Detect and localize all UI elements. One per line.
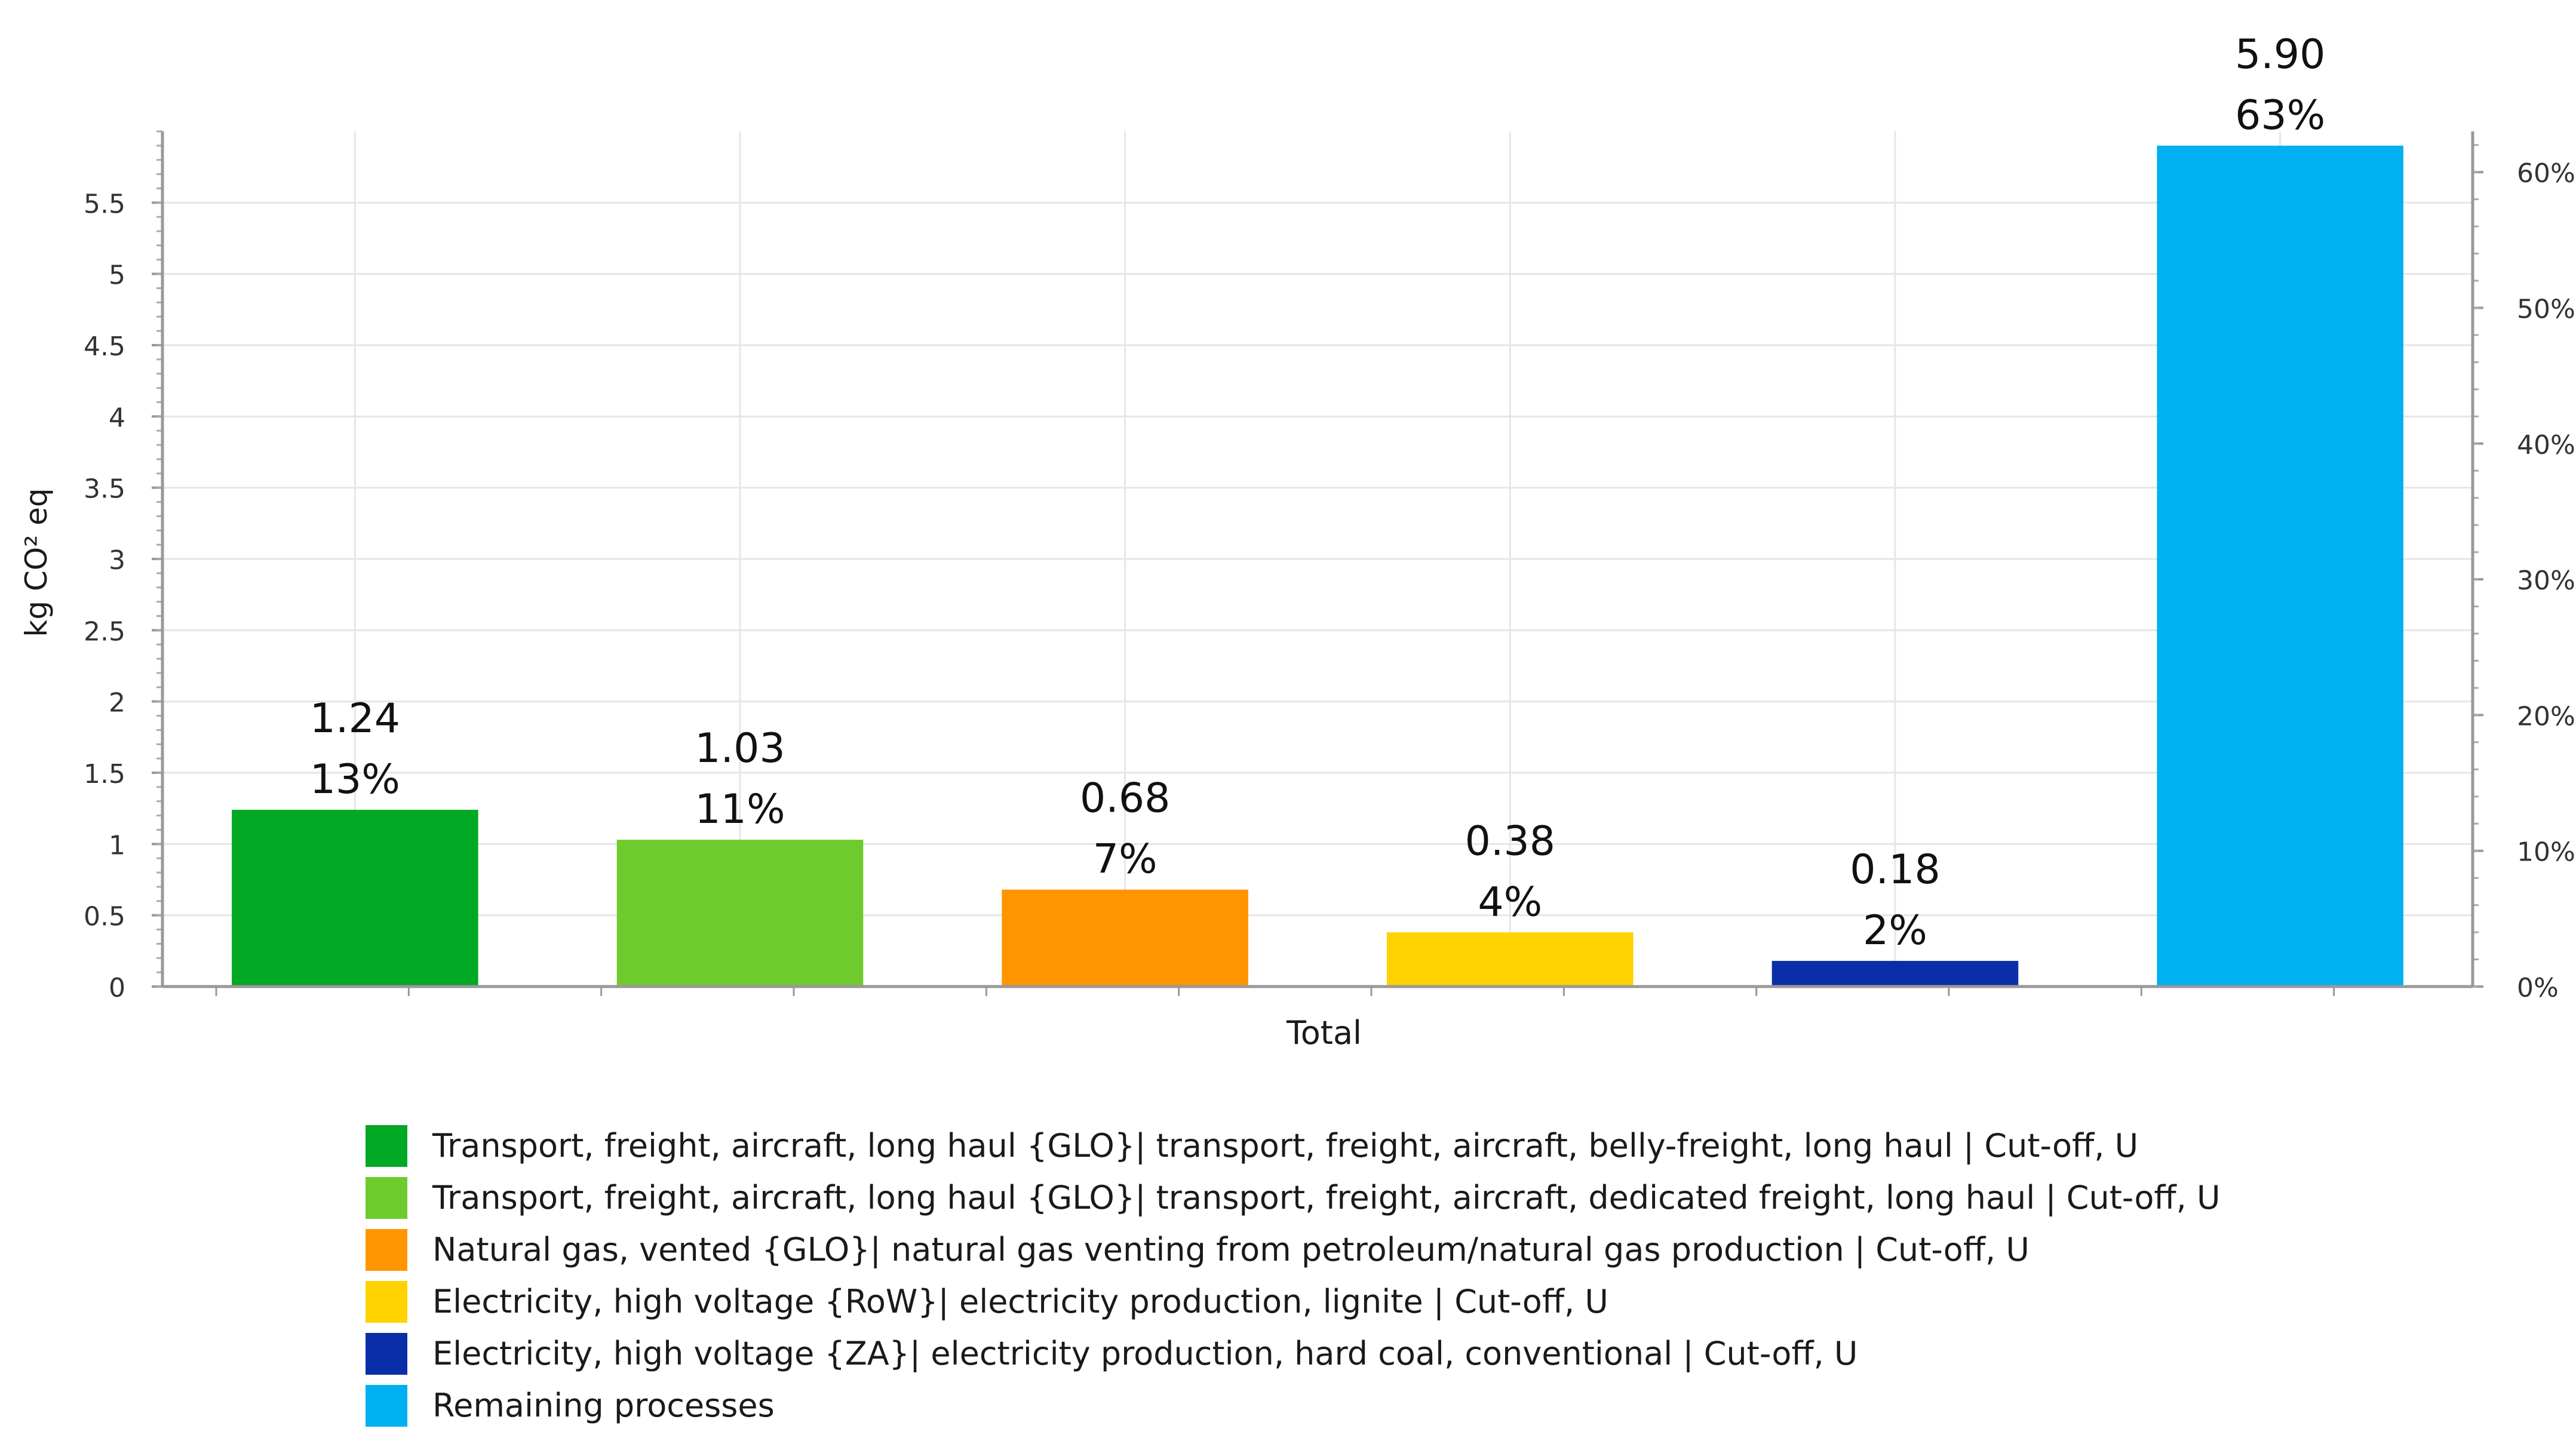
legend-item: Electricity, high voltage {RoW}| electri… xyxy=(366,1276,2221,1328)
bar-percent-label: 4% xyxy=(1478,878,1542,926)
bar xyxy=(1771,961,2019,987)
bar-percent-label: 2% xyxy=(1863,907,1927,954)
bar-percent-label: 11% xyxy=(695,786,785,833)
y2-tick-label: 60% xyxy=(2517,158,2575,189)
y-tick-label: 0 xyxy=(109,973,125,1003)
y-tick-label: 2 xyxy=(109,688,125,718)
bar-value-label: 1.24 xyxy=(310,695,400,742)
bar xyxy=(1387,932,1634,987)
grid xyxy=(162,131,2473,988)
legend-label: Transport, freight, aircraft, long haul … xyxy=(432,1127,2139,1165)
y-tick-label: 4.5 xyxy=(84,331,125,362)
bar-value-label: 1.03 xyxy=(695,725,785,772)
legend-swatch xyxy=(366,1228,407,1271)
legend-item: Electricity, high voltage {ZA}| electric… xyxy=(366,1328,2221,1380)
legend-label: Remaining processes xyxy=(432,1387,775,1424)
legend-swatch xyxy=(366,1280,407,1323)
bar-chart: 0 0.5 1 1.5 2 2.5 3 3.5 4 4.5 5 5.5 0% 10% 20% 30% 40% 50… xyxy=(19,31,2575,1052)
legend-swatch xyxy=(366,1176,407,1219)
legend-item: Remaining processes xyxy=(366,1380,2221,1431)
y-tick-label: 1.5 xyxy=(84,759,125,789)
y2-tick-label: 50% xyxy=(2517,294,2575,324)
bar-value-label: 5.90 xyxy=(2235,31,2325,78)
bars xyxy=(232,145,2403,987)
y-axis-title: kg CO² eq xyxy=(19,488,54,637)
y-tick-label: 5.5 xyxy=(84,189,125,219)
legend-label: Natural gas, vented {GLO}| natural gas v… xyxy=(432,1231,2030,1268)
legend-swatch xyxy=(366,1332,407,1375)
y2-tick-label: 20% xyxy=(2517,701,2575,732)
legend-item: Natural gas, vented {GLO}| natural gas v… xyxy=(366,1224,2221,1276)
bar xyxy=(1002,889,1248,987)
y2-tick-label: 30% xyxy=(2517,566,2575,596)
y-tick-label: 4 xyxy=(109,403,125,433)
bar-value-label: 0.18 xyxy=(1850,846,1940,893)
legend-item: Transport, freight, aircraft, long haul … xyxy=(366,1120,2221,1172)
x-axis-title: Total xyxy=(1286,1014,1362,1052)
y-tick-label: 5 xyxy=(109,260,125,291)
legend-label: Electricity, high voltage {ZA}| electric… xyxy=(432,1335,1858,1372)
y2-tick-label: 40% xyxy=(2517,430,2575,460)
y2-tick-label: 0% xyxy=(2517,973,2559,1003)
legend-label: Electricity, high voltage {RoW}| electri… xyxy=(432,1283,1608,1320)
legend-item: Transport, freight, aircraft, long haul … xyxy=(366,1172,2221,1224)
y-tick-label: 0.5 xyxy=(84,902,125,932)
legend: Transport, freight, aircraft, long haul … xyxy=(366,1120,2221,1431)
legend-swatch xyxy=(366,1384,407,1427)
axes: 0 0.5 1 1.5 2 2.5 3 3.5 4 4.5 5 5.5 0% 10% 20% 30% 40% 50… xyxy=(84,130,2575,1003)
bar xyxy=(616,840,864,987)
bar-percent-label: 13% xyxy=(310,756,400,803)
y-tick-label: 3.5 xyxy=(84,474,125,505)
bar xyxy=(232,810,478,987)
bar-percent-label: 7% xyxy=(1093,836,1157,883)
bar-value-label: 0.68 xyxy=(1080,775,1170,822)
legend-label: Transport, freight, aircraft, long haul … xyxy=(432,1179,2221,1216)
legend-swatch xyxy=(366,1125,407,1167)
bar-percent-label: 63% xyxy=(2235,92,2325,139)
y-tick-label: 1 xyxy=(109,830,125,861)
y2-tick-label: 10% xyxy=(2517,837,2575,868)
y-tick-label: 2.5 xyxy=(84,616,125,647)
data-labels: 1.24 13% 1.03 11% 0.68 7% 0.38 4% 0.18 2% 5.90 63% xyxy=(310,31,2326,954)
y-tick-label: 3 xyxy=(109,545,125,576)
bar-value-label: 0.38 xyxy=(1465,818,1555,865)
bar xyxy=(2157,145,2403,987)
